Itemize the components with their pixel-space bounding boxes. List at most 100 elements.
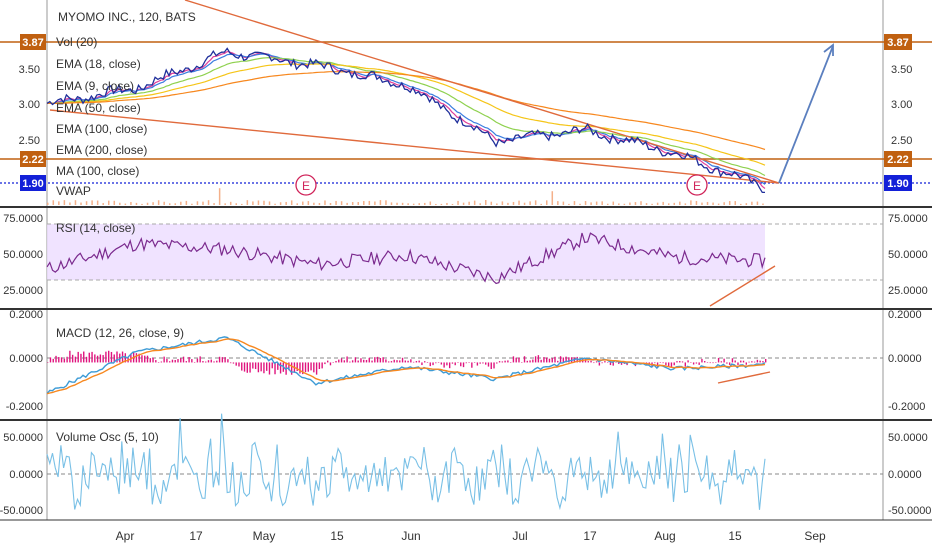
legend-ema9[interactable]: EMA (9, close): [56, 79, 134, 93]
macd-hist-bar: [113, 354, 115, 363]
macd-hist-bar: [593, 362, 595, 364]
volume-bar: [473, 200, 476, 205]
volume-bar: [202, 201, 204, 205]
macd-hist-bar: [304, 362, 307, 373]
macd-hist-bar: [279, 362, 282, 374]
volume-bar: [346, 202, 348, 205]
macd-hist-bar: [451, 362, 454, 364]
volume-bar: [313, 202, 315, 205]
macd-hist-bar: [357, 360, 359, 363]
macd-hist-bar: [171, 359, 174, 363]
legend-ema18[interactable]: EMA (18, close): [56, 57, 141, 71]
macd-hist-bar: [690, 362, 692, 363]
x-axis: Apr 17 May 15 Jun Jul 17 Aug 15 Sep: [116, 529, 826, 543]
macd-hist-bar: [673, 362, 675, 366]
macd-hist-bar: [105, 351, 107, 363]
price-axis-right: 3.50 3.00 2.50: [891, 64, 912, 147]
volume-bar: [723, 202, 725, 205]
macd-hist-bar: [715, 362, 717, 363]
legend-vol[interactable]: Vol (20): [56, 35, 97, 49]
earnings-label: E: [302, 179, 310, 193]
macd-hist-bar: [620, 362, 623, 365]
macd-hist-bar: [557, 360, 559, 363]
macd-hist-bar: [271, 362, 273, 369]
legend-ema200[interactable]: EMA (200, close): [56, 143, 147, 157]
tick-label: 3.50: [891, 64, 912, 76]
volume-bar: [207, 200, 210, 205]
legend-ma100[interactable]: MA (100, close): [56, 164, 139, 178]
x-tick-label: 15: [330, 529, 344, 543]
volume-bar: [274, 203, 276, 205]
macd-hist-bar: [676, 361, 678, 363]
macd-hist-bar: [396, 360, 398, 363]
macd-hist-bar: [263, 362, 265, 374]
trendline: [49, 109, 780, 184]
macd-hist-bar: [193, 362, 196, 363]
trendlines: [49, 0, 780, 384]
macd-hist-bar: [277, 362, 279, 370]
macd-legend[interactable]: MACD (12, 26, close, 9): [56, 326, 184, 340]
macd-hist-bar: [307, 362, 309, 372]
earnings-marker-1[interactable]: E: [295, 174, 317, 196]
macd-hist-bar: [720, 361, 723, 363]
volume-bar: [429, 201, 432, 205]
volume-bar: [695, 200, 698, 205]
ema-line: [47, 71, 766, 151]
macd-hist-bar: [274, 362, 276, 375]
level-badge-2.22-left: 2.22: [20, 151, 46, 167]
macd-hist-bar: [177, 359, 179, 363]
macd-hist-bar: [731, 358, 734, 363]
tick-label: 3.00: [891, 99, 912, 111]
volosc-legend[interactable]: Volume Osc (5, 10): [56, 430, 159, 444]
x-tick-label: Sep: [804, 529, 826, 543]
chart-title: MYOMO INC., 120, BATS: [58, 10, 196, 24]
macd-hist-bar: [701, 358, 703, 363]
legend-ema50[interactable]: EMA (50, close): [56, 101, 141, 115]
macd-hist-bar: [534, 356, 537, 363]
macd-hist-bar: [545, 357, 548, 363]
macd-hist-bar: [243, 362, 246, 372]
macd-hist-bar: [290, 362, 293, 375]
volume-bar: [601, 201, 603, 205]
macd-hist-bar: [654, 362, 656, 364]
volume-bar: [645, 203, 648, 205]
macd-hist-bar: [626, 362, 628, 366]
price-axis-left: 3.50 3.00 2.50: [19, 64, 40, 147]
macd-hist-bar: [174, 359, 176, 363]
macd-hist-bar: [360, 358, 362, 363]
macd-hist-bar: [191, 359, 193, 363]
volume-bar: [468, 201, 470, 205]
macd-hist-bar: [52, 358, 54, 363]
macd-hist-bar: [91, 351, 93, 363]
volume-bar: [168, 203, 171, 205]
macd-hist-bar: [146, 355, 149, 363]
macd-hist-bar: [246, 362, 248, 373]
volume-bar: [130, 201, 132, 205]
macd-hist-bar: [221, 357, 224, 363]
macd-axis: 0.2000 0.0000 -0.2000 0.2000 0.0000 -0.2…: [6, 309, 926, 413]
volume-bar: [296, 203, 298, 205]
macd-hist-bar: [476, 362, 479, 366]
macd-hist-bar: [321, 362, 323, 369]
volume-bar: [229, 201, 232, 205]
volume-bar: [551, 191, 554, 205]
macd-hist-bar: [238, 362, 240, 367]
volume-bar: [745, 203, 748, 205]
badge-label: 1.90: [887, 178, 908, 190]
macd-hist-bar: [501, 361, 504, 363]
macd-hist-bar: [343, 360, 346, 363]
macd-hist-bar: [232, 362, 235, 364]
rsi-legend[interactable]: RSI (14, close): [56, 221, 135, 235]
earnings-marker-2[interactable]: E: [686, 174, 708, 196]
legend-ema100[interactable]: EMA (100, close): [56, 122, 147, 136]
volume-bar: [762, 203, 764, 205]
macd-hist-bar: [435, 362, 437, 364]
legend-vwap[interactable]: VWAP: [56, 184, 91, 198]
macd-hist-bar: [529, 360, 531, 363]
volume-bar: [363, 201, 365, 205]
volume-bar: [213, 203, 215, 205]
volume-bar: [573, 201, 576, 205]
macd-hist-bar: [363, 359, 365, 363]
macd-hist-bar: [695, 362, 698, 364]
macd-hist-bar: [124, 353, 127, 363]
